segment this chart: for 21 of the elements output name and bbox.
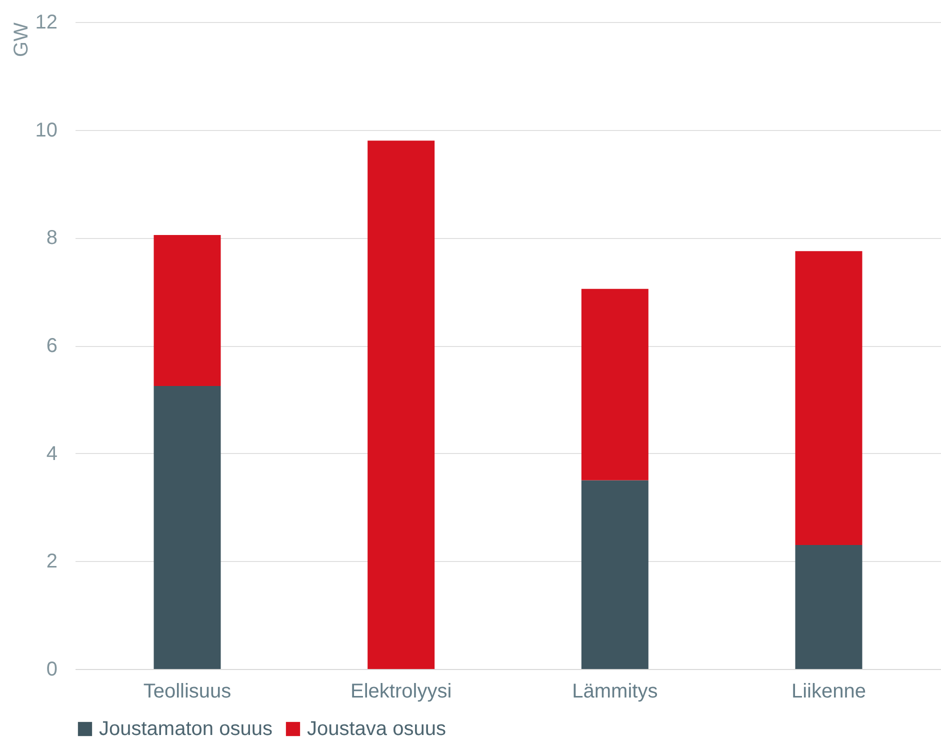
x-tick-label: Teollisuus [143,680,232,702]
x-tick-label: Liikenne [791,680,866,702]
bar [795,251,862,545]
bar [581,480,648,669]
bar [154,234,221,386]
y-tick-label: 8 [46,227,58,250]
y-tick-label: 12 [35,12,58,34]
x-tick-label: Lämmitys [572,680,658,702]
y-tick-label: 2 [46,550,58,573]
x-tick-label: Elektrolyysi [350,680,452,702]
y-tick-label: 6 [46,335,58,357]
y-axis-title: GW [10,22,32,57]
y-tick-label: 4 [46,442,58,465]
bar [368,140,435,669]
y-tick-label: 0 [46,658,58,680]
bar [154,386,221,669]
legend-label: Joustamaton osuus [99,718,272,740]
bar [581,288,648,480]
y-tick-label: 10 [35,119,58,142]
bar [795,544,862,669]
legend-label: Joustava osuus [307,718,446,740]
